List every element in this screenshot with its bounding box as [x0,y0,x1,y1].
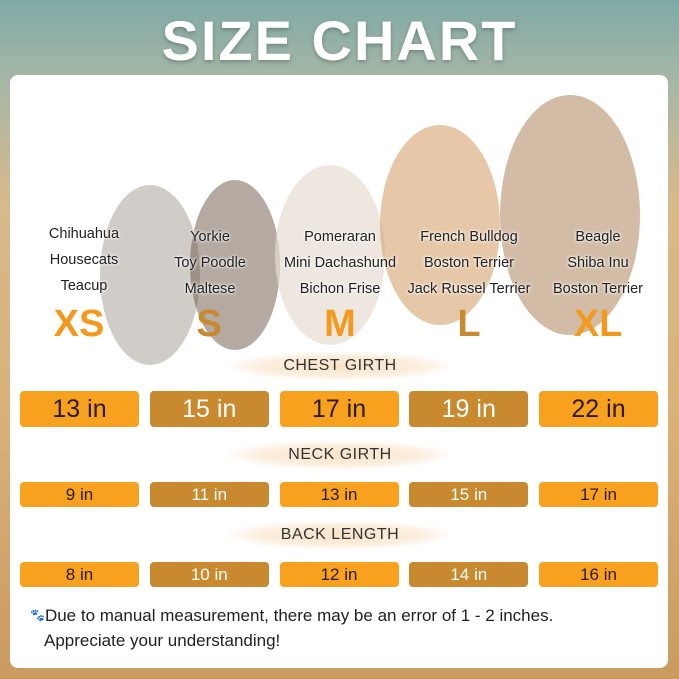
breeds-l: French Bulldog Boston Terrier Jack Russe… [389,224,549,302]
breed: Jack Russel Terrier [407,281,531,297]
bulldog-image [380,125,500,325]
neck-value: 15 in [409,482,529,507]
paw-icon: 🐾 [30,608,45,622]
pets-photo [100,95,640,365]
breeds-m: Pomeraran Mini Dachashund Bichon Frise [260,224,420,302]
breeds-xl: Beagle Shiba Inu Boston Terrier [528,224,668,302]
chest-girth-heading: CHEST GIRTH [230,352,450,380]
breed: Beagle [575,229,621,245]
neck-value: 13 in [279,482,399,507]
back-length-heading: BACK LENGTH [230,521,450,549]
breed: Bichon Frise [299,281,381,297]
breed: Boston Terrier [553,281,643,297]
neck-value: 11 in [149,482,269,507]
chest-value: 22 in [539,391,658,427]
note-line-2: Appreciate your understanding! [44,631,281,650]
breed: Yorkie [190,229,230,245]
size-label-xl: XL [573,303,623,345]
breed: Housecats [49,252,119,268]
back-value: 14 in [409,562,529,587]
breed: Pomeraran [304,229,376,245]
breed: Mini Dachashund [283,255,397,271]
size-label-m: M [324,303,356,345]
breed: French Bulldog [420,229,518,245]
chest-value: 19 in [409,391,529,427]
measurement-note: 🐾Due to manual measurement, there may be… [30,603,553,653]
neck-value: 9 in [20,482,139,507]
breed: Boston Terrier [424,255,514,271]
size-label-l: L [457,303,481,345]
size-label-s: S [196,303,222,345]
beagle-image [500,95,640,335]
breed: Toy Poodle [174,255,246,271]
back-value: 10 in [149,562,269,587]
breed: Maltese [184,281,236,297]
size-chart-card: Chihuahua Housecats Teacup Yorkie Toy Po… [10,75,668,668]
breed: Chihuahua [48,226,120,242]
page-title: SIZE CHART [161,9,518,72]
back-value: 8 in [20,562,139,587]
chest-girth-row: 13 in 15 in 17 in 19 in 22 in [20,391,658,427]
back-value: 12 in [279,562,399,587]
breeds-xs: Chihuahua Housecats Teacup [14,221,154,299]
chest-value: 17 in [279,391,399,427]
neck-girth-row: 9 in 11 in 13 in 15 in 17 in [20,482,658,507]
note-line-1: Due to manual measurement, there may be … [44,606,554,625]
size-label-xs: XS [53,303,105,345]
neck-value: 17 in [539,482,658,507]
breeds-s: Yorkie Toy Poodle Maltese [140,224,280,302]
chest-value: 13 in [20,391,139,427]
chest-value: 15 in [149,391,269,427]
neck-girth-heading: NECK GIRTH [230,441,450,469]
breed: Teacup [60,278,108,294]
back-value: 16 in [539,562,658,587]
back-length-row: 8 in 10 in 12 in 14 in 16 in [20,562,658,587]
breed: Shiba Inu [567,255,629,271]
cat-image [100,185,200,365]
terrier-image [275,165,385,345]
yorkie-image [190,180,280,350]
